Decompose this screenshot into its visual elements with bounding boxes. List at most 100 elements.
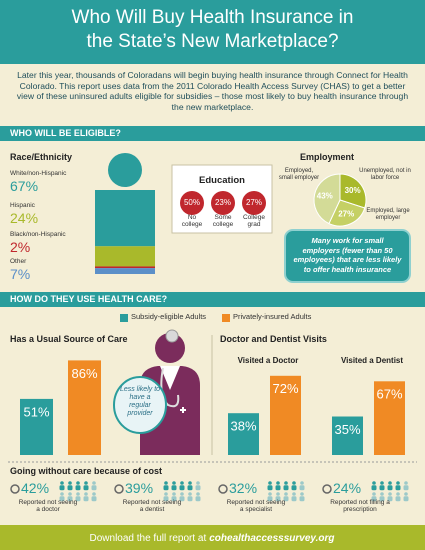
person-icon (172, 481, 176, 485)
bar-label: 35% (334, 422, 360, 437)
race-title: Race/Ethnicity (10, 152, 73, 162)
pie-slice (328, 199, 366, 227)
race-segment (95, 268, 155, 274)
callout: Less likely to have a regular provider (119, 386, 161, 418)
doctor-figure (113, 329, 200, 455)
legend-swatch (222, 314, 230, 322)
person-icon (195, 485, 201, 491)
bar (374, 381, 405, 455)
person-icon (179, 485, 185, 491)
person-icon (276, 492, 280, 496)
intro: Later this year, thousands of Coloradans… (16, 70, 409, 112)
person-icon (59, 485, 65, 491)
person-icon (60, 481, 64, 485)
person-icon (188, 481, 192, 485)
group-title: Visited a Doctor (237, 356, 299, 365)
section-bar (0, 126, 425, 141)
person-icon (76, 481, 80, 485)
education-circle (180, 191, 204, 215)
person-icon (180, 481, 184, 485)
section-heading: WHO WILL BE ELIGIBLE? (10, 128, 121, 138)
person-icon (163, 496, 169, 502)
education-circle (242, 191, 266, 215)
person-icon (164, 492, 168, 496)
person-icon (83, 485, 89, 491)
person-icon (403, 485, 409, 491)
person-icon (268, 492, 272, 496)
person-icon (76, 492, 80, 496)
person-icon (275, 485, 281, 491)
race-value: 67% (10, 178, 39, 194)
person-icon (380, 481, 384, 485)
person-icon (84, 492, 88, 496)
title-banner (0, 0, 425, 64)
person-icon (75, 485, 81, 491)
person-icon (291, 485, 297, 491)
section-bar (0, 292, 425, 307)
person-icon (371, 496, 377, 502)
pie-label: Employed, small employer (278, 168, 320, 181)
bar (332, 416, 363, 455)
person-icon (275, 496, 281, 502)
race-value: 7% (10, 266, 31, 282)
employment-note: Many work for small employers (fewer tha… (293, 236, 402, 274)
person-icon (395, 485, 401, 491)
person-icon (163, 485, 169, 491)
education-value: 27% (246, 198, 262, 207)
person-icon (380, 492, 384, 496)
chart-title: Going without care because of cost (10, 466, 163, 476)
footer: Download the full report at cohealthacces… (90, 533, 335, 544)
bar-label: 51% (23, 404, 49, 419)
person-icon (60, 492, 64, 496)
person-icon (267, 485, 273, 491)
without-value: 42% (21, 480, 50, 496)
person-icon (283, 485, 289, 491)
pie-label: Employed, large employer (366, 208, 410, 221)
person-icon (396, 481, 400, 485)
chart-title: Has a Usual Source of Care (10, 334, 128, 344)
race-label: Hispanic (10, 202, 35, 209)
person-icon (187, 485, 193, 491)
pie-value: 43% (317, 192, 333, 201)
person-icon (84, 481, 88, 485)
person-icon (299, 485, 305, 491)
pie-slice (313, 173, 341, 225)
person-icon (403, 496, 409, 502)
person-icon (395, 496, 401, 502)
icon (10, 484, 20, 494)
chart-title: Doctor and Dentist Visits (220, 334, 327, 344)
person-icon (379, 485, 385, 491)
person-icon (68, 492, 72, 496)
without-label: Reported not seeing a specialist (226, 499, 286, 514)
person-icon (196, 481, 200, 485)
without-label: Reported not filling a prescription (330, 499, 390, 514)
person-icon (276, 481, 280, 485)
legend-swatch (120, 314, 128, 322)
person-icon (171, 496, 177, 502)
footer-link[interactable]: cohealthaccesssurvey.org (209, 533, 334, 544)
icon (322, 484, 332, 494)
education-label: Some college (212, 214, 234, 229)
person-icon (180, 492, 184, 496)
bar (228, 413, 259, 455)
person-icon (300, 481, 304, 485)
person-icon (387, 496, 393, 502)
pie-value: 27% (338, 209, 354, 218)
person-icon (292, 492, 296, 496)
race-label: Black/non-Hispanic (10, 231, 66, 238)
person-icon (404, 492, 408, 496)
person-icon (283, 496, 289, 502)
without-value: 32% (229, 480, 258, 496)
pie-value: 30% (345, 186, 361, 195)
section-heading: HOW DO THEY USE HEALTH CARE? (10, 294, 168, 304)
employment-title: Employment (300, 152, 355, 162)
person-icon (388, 492, 392, 496)
race-label: Other (10, 258, 27, 265)
race-head (108, 153, 142, 187)
person-icon (67, 485, 73, 491)
legend-label: Privately-insured Adults (233, 312, 312, 321)
person-icon (68, 481, 72, 485)
without-value: 39% (125, 480, 154, 496)
bar-label: 72% (272, 381, 298, 396)
